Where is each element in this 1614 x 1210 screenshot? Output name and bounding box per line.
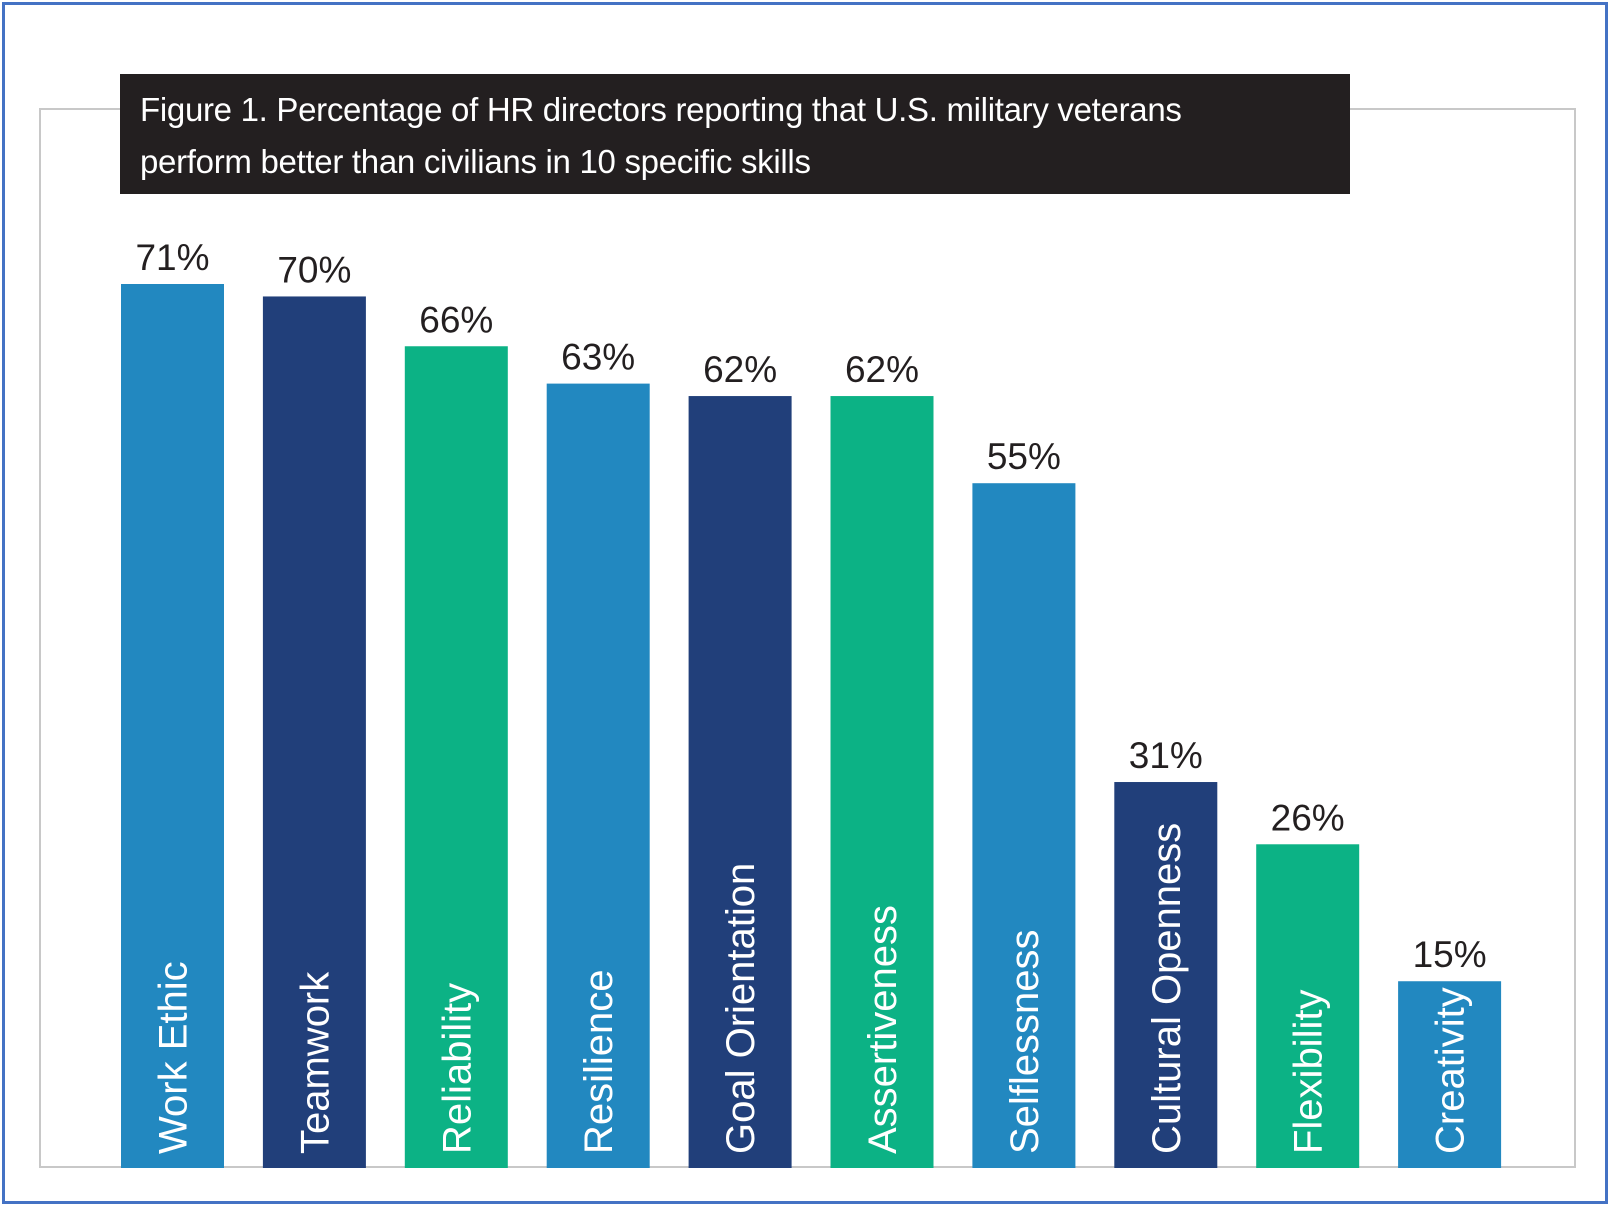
bar-selflessness	[972, 483, 1076, 1168]
category-label-assertiveness: Assertiveness	[861, 905, 905, 1154]
data-label-assertiveness: 62%	[845, 349, 919, 390]
bar-resilience	[546, 383, 650, 1169]
bar-teamwork	[262, 296, 366, 1169]
bar-assertiveness	[830, 396, 934, 1168]
bar-reliability	[404, 346, 508, 1168]
chart-title-box: Figure 1. Percentage of HR directors rep…	[120, 74, 1350, 194]
bar-work-ethic	[121, 284, 224, 1168]
category-label-flexibility: Flexibility	[1287, 990, 1331, 1154]
data-label-resilience: 63%	[561, 337, 635, 378]
data-label-flexibility: 26%	[1271, 797, 1345, 838]
chart-title-line-1: Figure 1. Percentage of HR directors rep…	[140, 91, 1182, 128]
category-label-selflessness: Selflessness	[1003, 929, 1047, 1154]
data-label-creativity: 15%	[1413, 934, 1487, 975]
bar-creativity	[1398, 981, 1502, 1168]
data-label-teamwork: 70%	[277, 249, 351, 290]
bar-cultural-openness	[1114, 782, 1218, 1168]
category-label-creativity: Creativity	[1429, 987, 1473, 1154]
data-label-selflessness: 55%	[987, 436, 1061, 477]
data-label-goal-orientation: 62%	[703, 349, 777, 390]
category-label-resilience: Resilience	[577, 969, 621, 1154]
bar-flexibility	[1256, 844, 1360, 1168]
data-label-cultural-openness: 31%	[1129, 735, 1203, 776]
data-label-work-ethic: 71%	[135, 237, 209, 278]
bar-goal-orientation	[688, 396, 792, 1168]
category-label-work-ethic: Work Ethic	[152, 961, 196, 1154]
category-label-reliability: Reliability	[435, 983, 479, 1154]
category-label-cultural-openness: Cultural Openness	[1145, 823, 1189, 1154]
category-label-teamwork: Teamwork	[293, 971, 337, 1154]
chart-title-line-2: perform better than civilians in 10 spec…	[140, 143, 811, 180]
category-label-goal-orientation: Goal Orientation	[719, 863, 763, 1154]
data-label-reliability: 66%	[419, 299, 493, 340]
